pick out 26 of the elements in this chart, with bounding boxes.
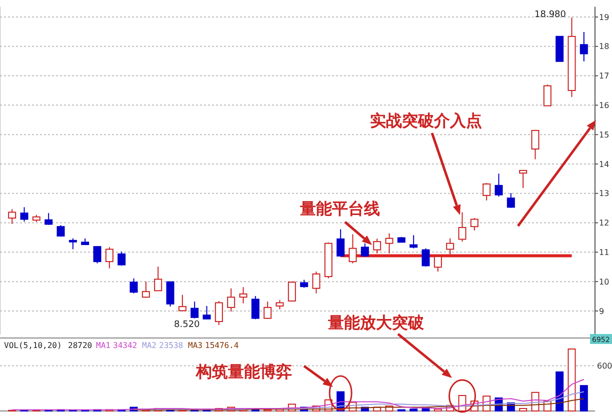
annotation: 8.520 bbox=[174, 320, 200, 330]
text: MA1 bbox=[96, 341, 111, 350]
y-tick-label: 19 bbox=[599, 12, 610, 22]
text: 600 bbox=[597, 362, 612, 371]
annotation: 实战突破介入点 bbox=[370, 111, 482, 130]
y-tick-label: 16 bbox=[599, 100, 610, 110]
y-tick-label: 15 bbox=[599, 130, 610, 140]
annotation: 23538 bbox=[159, 341, 184, 350]
text: MA2 bbox=[142, 341, 157, 350]
text: MA3 bbox=[188, 341, 203, 350]
annotation: 量能放大突破 bbox=[327, 313, 425, 332]
annotation: 28720 bbox=[68, 341, 92, 350]
y-tick-label: 11 bbox=[599, 248, 610, 257]
y-tick-label: 17 bbox=[599, 72, 610, 81]
annotation: VOL(5,10,20) bbox=[4, 341, 62, 350]
y-tick-label: 9 bbox=[599, 306, 604, 316]
annotation: 18.980 bbox=[534, 10, 566, 20]
annotation: 34342 bbox=[113, 341, 138, 350]
annotation: 15476.4 bbox=[205, 341, 239, 350]
y-tick-label: 13 bbox=[599, 189, 610, 198]
y-tick-label: 12 bbox=[599, 218, 610, 228]
annotation: 量能平台线 bbox=[299, 199, 380, 218]
y-tick-label: 14 bbox=[599, 160, 610, 169]
y-tick-label: 10 bbox=[599, 277, 610, 286]
y-tick-label: 18 bbox=[599, 42, 610, 52]
annotation: 构筑量能博弈 bbox=[195, 362, 292, 381]
